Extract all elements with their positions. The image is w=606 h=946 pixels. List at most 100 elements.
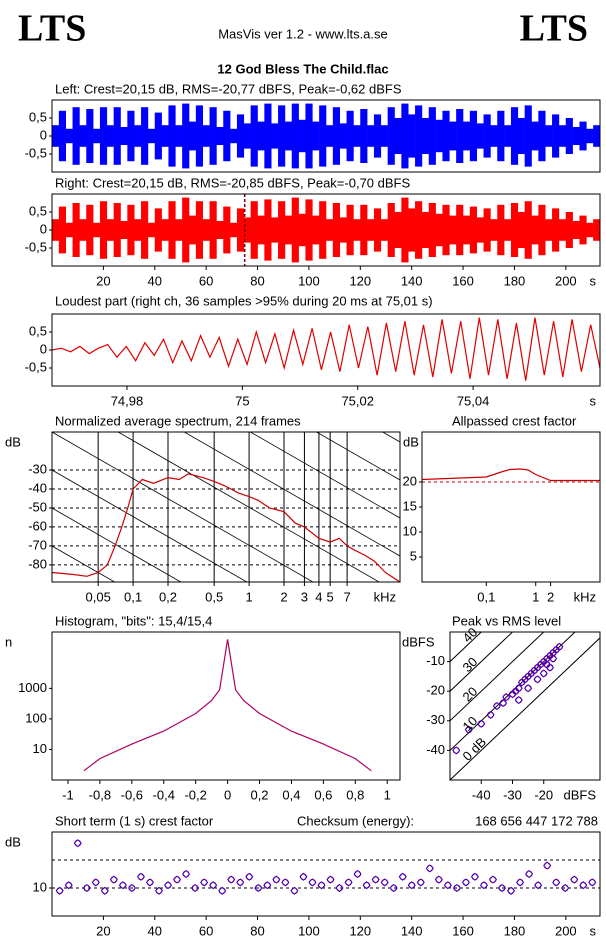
x-tick-label: 60 <box>199 273 213 288</box>
y-tick-label: 0,5 <box>29 109 47 124</box>
chart-title: Left: Crest=20,15 dB, RMS=-20,77 dBFS, P… <box>55 81 402 96</box>
point-diamond <box>371 875 380 884</box>
point-diamond <box>543 861 552 870</box>
x-tick-label: 0,4 <box>282 787 300 802</box>
point-diamond <box>281 878 290 887</box>
chart-title: Histogram, "bits": 15,4/15,4 <box>55 613 212 628</box>
y-tick-label: -0,5 <box>25 239 47 254</box>
point-diamond <box>525 869 534 879</box>
crest-diagonal <box>450 632 545 722</box>
point-diamond <box>497 883 507 893</box>
y-tick-label: 20 <box>403 473 417 488</box>
point-diamond <box>218 886 227 895</box>
x-tick-label: 3 <box>301 589 308 604</box>
y-unit: n <box>5 634 12 649</box>
y-tick-label: -70 <box>28 537 47 552</box>
x-tick-label: 180 <box>504 273 526 288</box>
point-diamond <box>499 698 508 708</box>
x-tick-label: 120 <box>349 273 371 288</box>
chart-title: Peak vs RMS level <box>452 613 561 628</box>
x-tick-label: 140 <box>401 273 423 288</box>
point-diamond <box>534 881 543 890</box>
plot-frame <box>51 431 401 583</box>
x-tick-label: -40 <box>472 787 491 802</box>
point-diamond <box>545 663 555 672</box>
point-diamond <box>380 878 389 887</box>
point-diamond <box>549 654 558 663</box>
y-tick-label: -20 <box>426 683 445 698</box>
x-tick-label: 80 <box>250 273 264 288</box>
plot-area <box>52 194 600 266</box>
point-diamond <box>443 881 452 890</box>
point-diamond <box>136 872 146 881</box>
plot-frame <box>421 431 601 583</box>
y-tick-label: -10 <box>426 653 445 668</box>
y-tick-label: 0,5 <box>29 323 47 338</box>
y-tick-label: -60 <box>28 518 47 533</box>
x-tick-label: 20 <box>96 273 110 288</box>
data-line <box>422 468 600 482</box>
point-diamond <box>118 881 127 890</box>
x-tick-label: 0,05 <box>86 589 111 604</box>
x-tick-label: -0,2 <box>184 787 206 802</box>
diagonal-grid <box>52 507 182 582</box>
y-tick-label: -40 <box>28 480 47 495</box>
point-diamond <box>516 878 525 887</box>
x-tick-label: 2 <box>547 589 554 604</box>
point-diamond <box>191 883 200 893</box>
point-diamond <box>425 864 434 873</box>
diagonal-grid <box>52 432 314 582</box>
checksum-value: 168 656 447 172 788 <box>475 813 598 828</box>
point-diamond <box>542 654 551 663</box>
point-diamond <box>145 878 155 887</box>
point-diamond <box>570 875 579 884</box>
x-tick-label: 75,02 <box>341 393 374 408</box>
point-diamond <box>524 684 533 693</box>
point-diamond <box>434 875 443 884</box>
point-diamond <box>353 869 362 879</box>
x-tick-label: 0,8 <box>346 787 364 802</box>
plot-frame <box>51 193 601 267</box>
x-tick-label: 200 <box>555 273 577 288</box>
x-tick-label: 7 <box>343 589 350 604</box>
plot-area <box>83 639 372 772</box>
point-diamond <box>163 881 173 890</box>
file-name: 12 God Bless The Child.flac <box>217 61 388 76</box>
x-tick-label: 1 <box>532 589 539 604</box>
logo: LTS <box>18 8 86 50</box>
y-tick-label: 10 <box>403 523 417 538</box>
x-tick-label: 100 <box>298 273 320 288</box>
point-diamond <box>398 872 407 881</box>
point-diamond <box>245 872 254 881</box>
x-tick-label: 140 <box>401 923 423 938</box>
logo: LTS <box>520 8 588 50</box>
x-tick-label: -20 <box>534 787 553 802</box>
point-diamond <box>461 878 470 887</box>
point-diamond <box>272 875 281 884</box>
x-tick-label: 200 <box>555 923 577 938</box>
point-diamond <box>533 675 542 684</box>
point-diamond <box>236 878 245 887</box>
y-tick-label: 15 <box>403 498 417 513</box>
point-diamond <box>527 669 536 678</box>
diagonal-grid <box>315 432 400 481</box>
point-diamond <box>91 878 100 887</box>
point-diamond <box>555 642 564 651</box>
point-diamond <box>502 693 511 702</box>
point-diamond <box>539 669 548 678</box>
point-diamond <box>506 886 516 895</box>
chart-title: Loudest part (right ch, 36 samples >95% … <box>55 293 433 308</box>
point-diamond <box>73 839 82 848</box>
point-diamond <box>530 666 539 675</box>
point-diamond <box>82 883 91 893</box>
point-diamond <box>182 869 191 879</box>
x-tick-label: -30 <box>503 787 522 802</box>
point-diamond <box>452 746 461 755</box>
x-tick-label: 1 <box>245 589 252 604</box>
y-unit: dB <box>5 834 21 849</box>
x-tick-label: 0,5 <box>205 589 223 604</box>
plot-area <box>52 432 400 582</box>
point-diamond <box>416 878 425 887</box>
plot-frame <box>51 99 601 173</box>
y-tick-label: 0 <box>40 341 47 356</box>
